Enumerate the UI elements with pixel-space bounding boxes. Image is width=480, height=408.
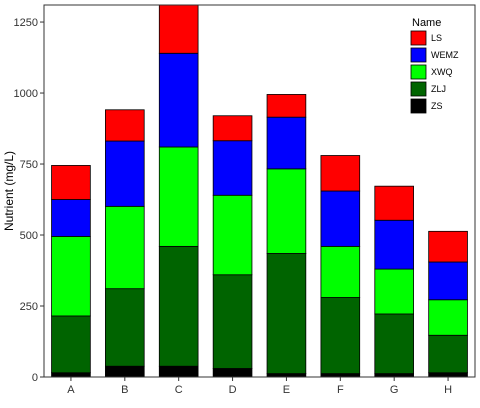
- x-tick-label: A: [67, 384, 75, 396]
- bar-F-LS: [320, 155, 361, 192]
- bar-C-WEMZ: [158, 52, 199, 148]
- legend-swatch-ZLJ: [410, 81, 427, 97]
- bar-D-LS: [212, 115, 253, 142]
- bar-E-XWQ: [266, 168, 307, 254]
- bar-F-ZS: [320, 373, 361, 378]
- bar-D-ZS: [212, 368, 253, 378]
- x-tick-label: G: [390, 384, 399, 396]
- y-tick-label: 500: [20, 230, 38, 242]
- bar-D-WEMZ: [212, 140, 253, 196]
- y-tick-label: 250: [20, 301, 38, 313]
- legend-swatch-XWQ: [410, 64, 427, 80]
- bar-G-XWQ: [374, 268, 414, 315]
- legend-label-LS: LS: [431, 33, 442, 43]
- legend: Name LS WEMZ XWQ ZLJ ZS: [410, 17, 459, 114]
- legend-title: Name: [412, 17, 441, 29]
- bar-G-ZS: [374, 373, 414, 378]
- x-tick-label: B: [121, 384, 128, 396]
- bar-F-WEMZ: [320, 190, 361, 247]
- bar-G-LS: [374, 185, 414, 221]
- bar-A-WEMZ: [51, 199, 91, 237]
- x-axis: A B C D E F G H: [67, 377, 452, 396]
- legend-label-ZS: ZS: [431, 101, 443, 111]
- y-tick-label: 0: [32, 372, 38, 384]
- legend-label-WEMZ: WEMZ: [431, 50, 459, 60]
- bars-layer: [51, 4, 468, 378]
- legend-label-ZLJ: ZLJ: [431, 84, 446, 94]
- bar-F-ZLJ: [320, 297, 361, 374]
- x-tick-label: C: [175, 384, 183, 396]
- y-tick-label: 750: [20, 159, 38, 171]
- bar-H-LS: [428, 230, 468, 263]
- legend-swatch-ZS: [410, 98, 427, 114]
- bar-A-LS: [51, 165, 91, 200]
- bar-B-ZS: [105, 365, 145, 378]
- bar-D-XWQ: [212, 194, 253, 276]
- x-tick-label: E: [283, 384, 290, 396]
- x-tick-label: F: [337, 384, 344, 396]
- bar-G-ZLJ: [374, 313, 414, 374]
- bar-H-XWQ: [428, 299, 468, 336]
- bar-B-WEMZ: [105, 140, 145, 207]
- bar-A-ZS: [51, 372, 91, 378]
- bar-C-ZLJ: [158, 245, 199, 367]
- bar-B-XWQ: [105, 205, 145, 290]
- x-tick-label: D: [229, 384, 237, 396]
- bar-C-ZS: [158, 365, 199, 378]
- bar-G-WEMZ: [374, 219, 414, 270]
- bar-C-XWQ: [158, 146, 199, 247]
- bar-B-ZLJ: [105, 288, 145, 367]
- bar-A-ZLJ: [51, 315, 91, 374]
- bar-H-WEMZ: [428, 261, 468, 301]
- y-axis: 0 250 500 750 1000 1250: [14, 17, 44, 384]
- y-axis-title: Nutrient (mg/L): [2, 151, 16, 231]
- bar-F-XWQ: [320, 245, 361, 298]
- bar-A-XWQ: [51, 236, 91, 317]
- bar-E-LS: [266, 94, 307, 118]
- bar-H-ZLJ: [428, 334, 468, 374]
- y-tick-label: 1000: [14, 88, 38, 100]
- legend-swatch-WEMZ: [410, 47, 427, 63]
- bar-B-LS: [105, 109, 145, 142]
- bar-H-ZS: [428, 372, 468, 378]
- bar-E-ZLJ: [266, 253, 307, 374]
- y-tick-label: 1250: [14, 17, 38, 29]
- plot-panel-border: [43, 4, 476, 378]
- legend-swatch-LS: [410, 30, 427, 46]
- bar-E-WEMZ: [266, 116, 307, 170]
- legend-label-XWQ: XWQ: [431, 67, 453, 77]
- x-tick-label: H: [444, 384, 452, 396]
- bar-D-ZLJ: [212, 274, 253, 369]
- bar-E-ZS: [266, 373, 307, 378]
- bar-C-LS: [158, 4, 199, 54]
